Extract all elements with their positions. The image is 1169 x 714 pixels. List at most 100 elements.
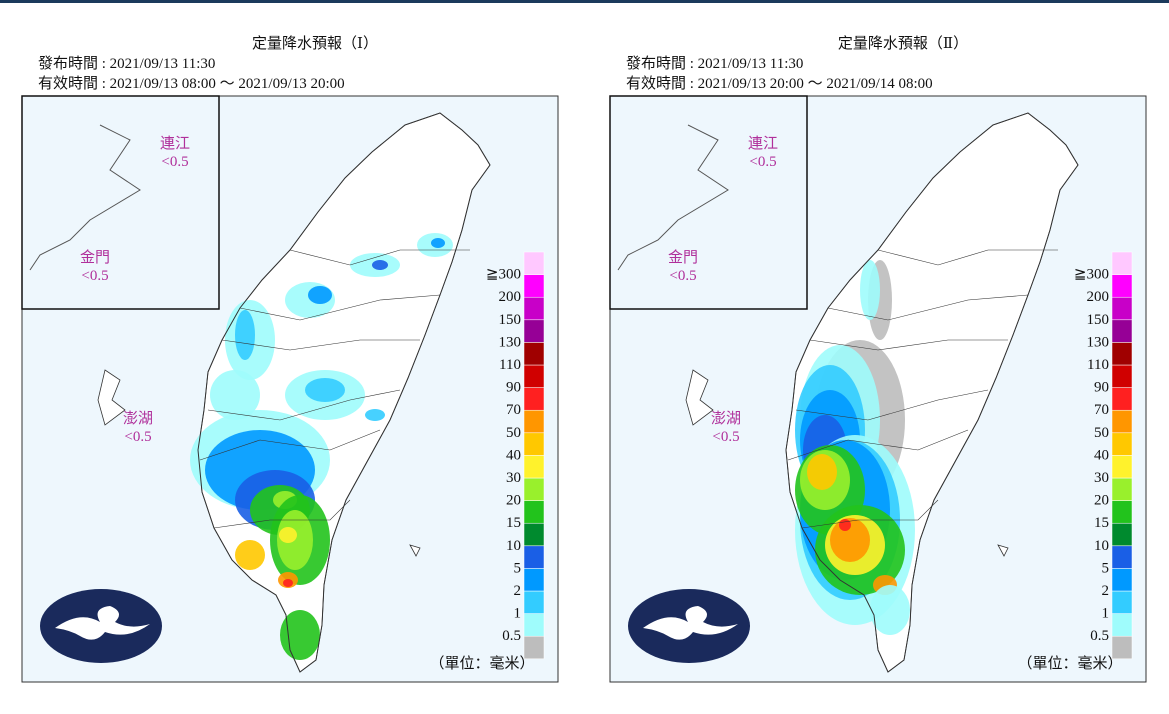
legend-swatch — [1111, 477, 1133, 501]
legend-label: 40 — [1094, 447, 1109, 463]
legend-label: 20 — [506, 493, 521, 509]
island-name: 金門 — [80, 249, 110, 266]
legend-swatch — [1111, 635, 1133, 660]
island-value: <0.5 — [81, 268, 108, 284]
rain-area — [235, 310, 255, 360]
legend-swatch — [1111, 319, 1133, 343]
island-value: <0.5 — [749, 154, 776, 170]
rain-area — [870, 585, 910, 635]
legend-label: 30 — [1094, 470, 1109, 486]
legend-swatch — [523, 635, 545, 660]
legend-swatch — [523, 251, 545, 275]
unit-label: （單位：毫米） — [1017, 654, 1122, 672]
legend-label: 200 — [499, 289, 522, 305]
legend-swatch — [1111, 545, 1133, 569]
legend-swatch — [523, 409, 545, 434]
legend-swatch — [1111, 522, 1133, 547]
legend-label: 200 — [1087, 289, 1110, 305]
legend-swatch — [1111, 274, 1133, 298]
valid-time: 有效時間 : 2021/09/13 20:00 ～ 2021/09/14 08:… — [626, 75, 933, 92]
legend-swatch — [523, 568, 545, 592]
inset-frame — [609, 95, 808, 310]
cwb-logo-wave — [55, 606, 150, 640]
legend-label: 90 — [506, 380, 521, 396]
valid-time: 有效時間 : 2021/09/13 08:00 ～ 2021/09/13 20:… — [38, 75, 345, 92]
unit-label: （單位：毫米） — [429, 654, 534, 672]
legend-label: 90 — [1094, 380, 1109, 396]
island-name: 金門 — [668, 249, 698, 266]
forecast-panel: 定量降水預報（Ⅰ） 發布時間 : 2021/09/13 11:30 有效時間 : 2… — [21, 35, 559, 683]
island-value: <0.5 — [712, 429, 739, 445]
legend-label: 10 — [506, 538, 521, 554]
rain-area — [839, 519, 851, 531]
legend-label: 130 — [1087, 334, 1110, 350]
island-name: 連江 — [748, 135, 778, 152]
legend-swatch — [523, 342, 545, 366]
county-lines — [787, 249, 1058, 529]
legend-label: 50 — [506, 425, 521, 441]
legend-label: 30 — [506, 470, 521, 486]
panel-title: 定量降水預報（Ⅰ） — [252, 35, 378, 52]
rain-area — [305, 378, 345, 402]
legend-swatch — [523, 432, 545, 456]
legend-swatch — [1111, 409, 1133, 434]
rain-area — [365, 409, 385, 421]
legend-label: 2 — [1102, 583, 1110, 599]
coast — [617, 124, 729, 271]
legend-label: 5 — [1102, 560, 1110, 576]
forecast-panel: 定量降水預報（Ⅱ） 發布時間 : 2021/09/13 11:30 有效時間 : 2… — [609, 35, 1147, 683]
legend-swatch — [1111, 432, 1133, 456]
legend-swatch — [523, 500, 545, 524]
island-name: 澎湖 — [711, 410, 741, 427]
rain-area — [807, 454, 837, 490]
legend-label: 2 — [514, 583, 522, 599]
island-value: <0.5 — [124, 429, 151, 445]
legend-label: 50 — [1094, 425, 1109, 441]
legend-label: 20 — [1094, 493, 1109, 509]
legend-label: 15 — [506, 515, 521, 531]
legend-label: ≧300 — [1074, 267, 1109, 283]
legend-label: 5 — [514, 560, 522, 576]
legend-label: 1 — [514, 606, 522, 622]
legend-swatch — [1111, 387, 1133, 411]
legend-swatch — [523, 613, 545, 637]
legend-label: 1 — [1102, 606, 1110, 622]
issue-time: 發布時間 : 2021/09/13 11:30 — [626, 55, 803, 72]
rain-area — [431, 238, 445, 248]
rain-area — [283, 579, 293, 587]
map: 連江 <0.5 金門 <0.5 澎湖 <0.5 （單位：毫米） 0.5 1 2 5 10 15 20 30 4… — [21, 95, 545, 673]
legend-swatch — [1111, 342, 1133, 366]
top-bar — [0, 0, 1169, 3]
legend-label: 10 — [1094, 538, 1109, 554]
rain-area — [372, 260, 388, 270]
county-lines — [199, 249, 470, 529]
legend-swatch — [1111, 455, 1133, 479]
rain-area — [308, 286, 332, 304]
inset-frame — [21, 95, 220, 310]
legend-swatch — [523, 522, 545, 547]
coast — [29, 124, 141, 271]
legend-swatch — [523, 590, 545, 614]
legend-swatch — [1111, 364, 1133, 388]
issue-time: 發布時間 : 2021/09/13 11:30 — [38, 55, 215, 72]
legend-label: 70 — [1094, 402, 1109, 418]
legend-swatch — [523, 387, 545, 411]
lanyu — [409, 544, 421, 557]
legend-label: 130 — [499, 334, 522, 350]
rain-area — [210, 370, 260, 420]
legend-label: 110 — [1087, 357, 1109, 373]
legend-swatch — [523, 319, 545, 343]
island-value: <0.5 — [669, 268, 696, 284]
legend-swatch — [1111, 500, 1133, 524]
legend-label: 110 — [499, 357, 521, 373]
legend-swatch — [523, 364, 545, 388]
legend-swatch — [523, 274, 545, 298]
legend-swatch — [1111, 613, 1133, 637]
map: 連江 <0.5 金門 <0.5 澎湖 <0.5 （單位：毫米） 0.5 1 2 5 10 15 20 30 4… — [609, 95, 1133, 673]
penghu — [97, 369, 126, 426]
legend-label: ≧300 — [486, 267, 521, 283]
legend-swatch — [523, 296, 545, 321]
legend-label: 70 — [506, 402, 521, 418]
rain-area — [279, 527, 297, 543]
